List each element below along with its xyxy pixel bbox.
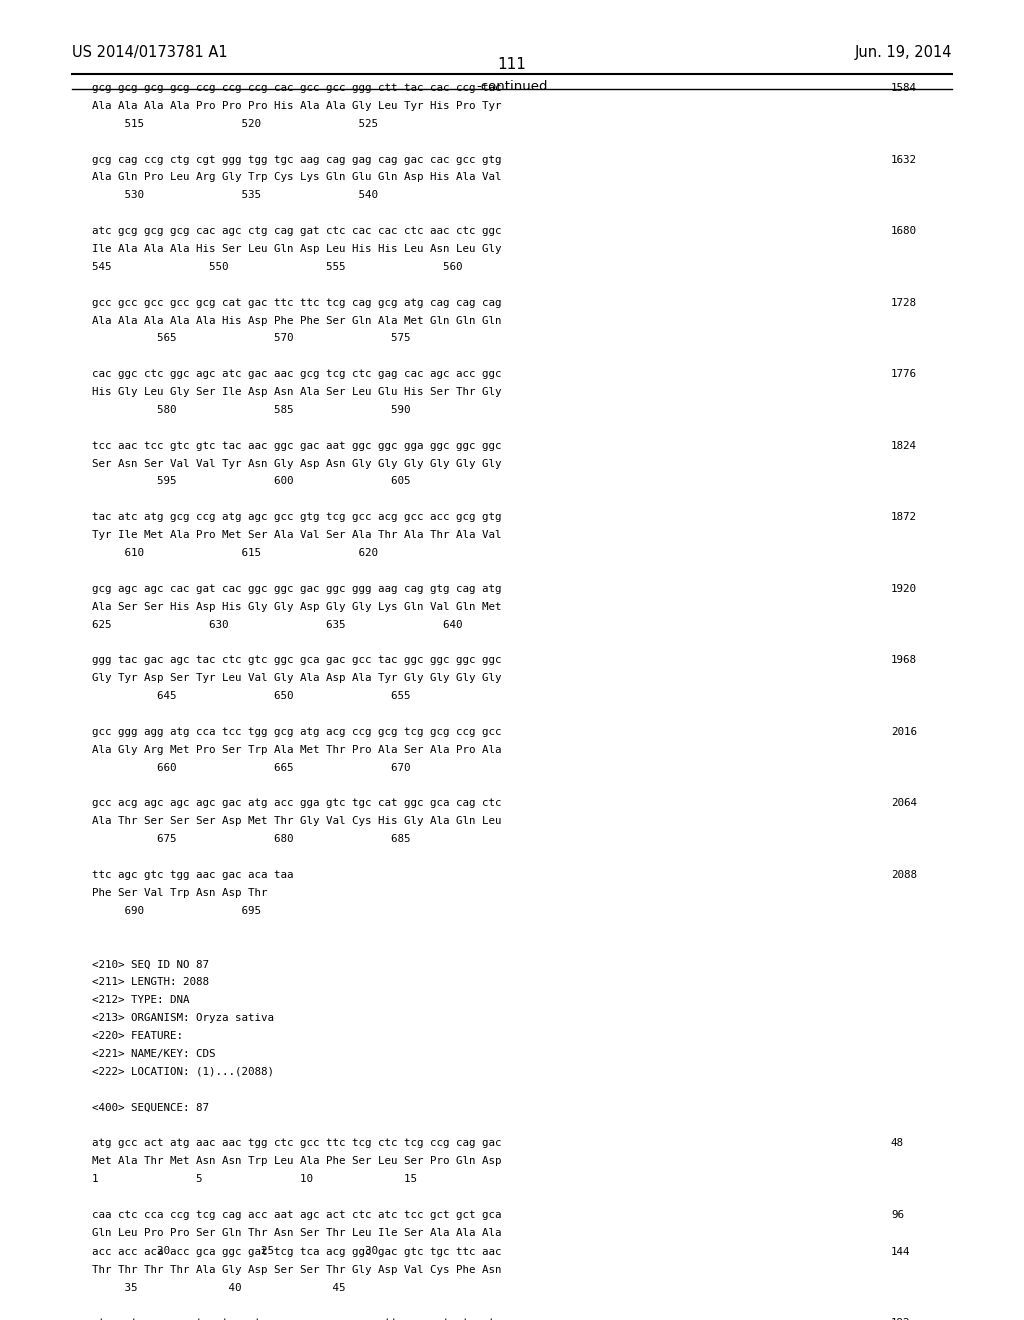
- Text: Jun. 19, 2014: Jun. 19, 2014: [855, 45, 952, 59]
- Text: 2088: 2088: [891, 870, 916, 880]
- Text: <213> ORGANISM: Oryza sativa: <213> ORGANISM: Oryza sativa: [92, 1012, 274, 1023]
- Text: 1824: 1824: [891, 441, 916, 450]
- Text: atc cct caa gac tgg tcc atg cgc gga agc gag ctt agc gct ctc gtc: atc cct caa gac tgg tcc atg cgc gga agc …: [92, 1319, 502, 1320]
- Text: 545               550               555               560: 545 550 555 560: [92, 261, 463, 272]
- Text: 565               570               575: 565 570 575: [92, 334, 411, 343]
- Text: Phe Ser Val Trp Asn Asp Thr: Phe Ser Val Trp Asn Asp Thr: [92, 888, 267, 898]
- Text: Ala Gly Arg Met Pro Ser Trp Ala Met Thr Pro Ala Ser Ala Pro Ala: Ala Gly Arg Met Pro Ser Trp Ala Met Thr …: [92, 744, 502, 755]
- Text: Gln Leu Pro Pro Ser Gln Thr Asn Ser Thr Leu Ile Ser Ala Ala Ala: Gln Leu Pro Pro Ser Gln Thr Asn Ser Thr …: [92, 1228, 502, 1238]
- Text: 96: 96: [891, 1209, 904, 1220]
- Text: gcc ggg agg atg cca tcc tgg gcg atg acg ccg gcg tcg gcg ccg gcc: gcc ggg agg atg cca tcc tgg gcg atg acg …: [92, 727, 502, 737]
- Text: 660               665               670: 660 665 670: [92, 763, 411, 772]
- Text: caa ctc cca ccg tcg cag acc aat agc act ctc atc tcc gct gct gca: caa ctc cca ccg tcg cag acc aat agc act …: [92, 1209, 502, 1220]
- Text: 580               585               590: 580 585 590: [92, 405, 411, 414]
- Text: Ala Ala Ala Ala Pro Pro Pro His Ala Ala Gly Leu Tyr His Pro Tyr: Ala Ala Ala Ala Pro Pro Pro His Ala Ala …: [92, 100, 502, 111]
- Text: Ala Gln Pro Leu Arg Gly Trp Cys Lys Gln Glu Gln Asp His Ala Val: Ala Gln Pro Leu Arg Gly Trp Cys Lys Gln …: [92, 173, 502, 182]
- Text: 1               5               10              15: 1 5 10 15: [92, 1173, 417, 1184]
- Text: gcg agc agc cac gat cac ggc ggc gac ggc ggg aag cag gtg cag atg: gcg agc agc cac gat cac ggc ggc gac ggc …: [92, 583, 502, 594]
- Text: 530               535               540: 530 535 540: [92, 190, 378, 201]
- Text: tac atc atg gcg ccg atg agc gcc gtg tcg gcc acg gcc acc gcg gtg: tac atc atg gcg ccg atg agc gcc gtg tcg …: [92, 512, 502, 523]
- Text: 20              25              30: 20 25 30: [92, 1246, 378, 1255]
- Text: <222> LOCATION: (1)...(2088): <222> LOCATION: (1)...(2088): [92, 1067, 274, 1077]
- Text: 645               650               655: 645 650 655: [92, 692, 411, 701]
- Text: 1728: 1728: [891, 297, 916, 308]
- Text: <221> NAME/KEY: CDS: <221> NAME/KEY: CDS: [92, 1049, 216, 1059]
- Text: 690               695: 690 695: [92, 906, 261, 916]
- Text: 1632: 1632: [891, 154, 916, 165]
- Text: atc gcg gcg gcg cac agc ctg cag gat ctc cac cac ctc aac ctc ggc: atc gcg gcg gcg cac agc ctg cag gat ctc …: [92, 226, 502, 236]
- Text: US 2014/0173781 A1: US 2014/0173781 A1: [72, 45, 227, 59]
- Text: ggg tac gac agc tac ctc gtc ggc gca gac gcc tac ggc ggc ggc ggc: ggg tac gac agc tac ctc gtc ggc gca gac …: [92, 655, 502, 665]
- Text: 1872: 1872: [891, 512, 916, 523]
- Text: 48: 48: [891, 1138, 904, 1148]
- Text: <212> TYPE: DNA: <212> TYPE: DNA: [92, 995, 189, 1005]
- Text: 675               680               685: 675 680 685: [92, 834, 411, 845]
- Text: -continued: -continued: [476, 81, 548, 94]
- Text: atg gcc act atg aac aac tgg ctc gcc ttc tcg ctc tcg ccg cag gac: atg gcc act atg aac aac tgg ctc gcc ttc …: [92, 1138, 502, 1148]
- Text: 625               630               635               640: 625 630 635 640: [92, 619, 463, 630]
- Text: 1680: 1680: [891, 226, 916, 236]
- Text: Gly Tyr Asp Ser Tyr Leu Val Gly Ala Asp Ala Tyr Gly Gly Gly Gly: Gly Tyr Asp Ser Tyr Leu Val Gly Ala Asp …: [92, 673, 502, 684]
- Text: 515               520               525: 515 520 525: [92, 119, 378, 129]
- Text: 111: 111: [498, 58, 526, 73]
- Text: gcc gcc gcc gcc gcg cat gac ttc ttc tcg cag gcg atg cag cag cag: gcc gcc gcc gcc gcg cat gac ttc ttc tcg …: [92, 297, 502, 308]
- Text: Met Ala Thr Met Asn Asn Trp Leu Ala Phe Ser Leu Ser Pro Gln Asp: Met Ala Thr Met Asn Asn Trp Leu Ala Phe …: [92, 1156, 502, 1166]
- Text: ttc agc gtc tgg aac gac aca taa: ttc agc gtc tgg aac gac aca taa: [92, 870, 294, 880]
- Text: gcg cag ccg ctg cgt ggg tgg tgc aag cag gag cag gac cac gcc gtg: gcg cag ccg ctg cgt ggg tgg tgc aag cag …: [92, 154, 502, 165]
- Text: <400> SEQUENCE: 87: <400> SEQUENCE: 87: [92, 1102, 209, 1113]
- Text: <220> FEATURE:: <220> FEATURE:: [92, 1031, 183, 1041]
- Text: <211> LENGTH: 2088: <211> LENGTH: 2088: [92, 977, 209, 987]
- Text: gcg gcg gcg gcg ccg ccg ccg cac gcc gcc ggg ctt tac cac ccg tac: gcg gcg gcg gcg ccg ccg ccg cac gcc gcc …: [92, 83, 502, 92]
- Text: 144: 144: [891, 1247, 910, 1257]
- Text: Ala Ser Ser His Asp His Gly Gly Asp Gly Gly Lys Gln Val Gln Met: Ala Ser Ser His Asp His Gly Gly Asp Gly …: [92, 602, 502, 611]
- Text: Thr Thr Thr Thr Ala Gly Asp Ser Ser Thr Gly Asp Val Cys Phe Asn: Thr Thr Thr Thr Ala Gly Asp Ser Ser Thr …: [92, 1265, 502, 1275]
- Text: 35              40              45: 35 40 45: [92, 1283, 346, 1292]
- Text: Ile Ala Ala Ala His Ser Leu Gln Asp Leu His His Leu Asn Leu Gly: Ile Ala Ala Ala His Ser Leu Gln Asp Leu …: [92, 244, 502, 253]
- Text: tcc aac tcc gtc gtc tac aac ggc gac aat ggc ggc gga ggc ggc ggc: tcc aac tcc gtc gtc tac aac ggc gac aat …: [92, 441, 502, 450]
- Text: 610               615               620: 610 615 620: [92, 548, 378, 558]
- Text: 1920: 1920: [891, 583, 916, 594]
- Text: Tyr Ile Met Ala Pro Met Ser Ala Val Ser Ala Thr Ala Thr Ala Val: Tyr Ile Met Ala Pro Met Ser Ala Val Ser …: [92, 531, 502, 540]
- Text: <210> SEQ ID NO 87: <210> SEQ ID NO 87: [92, 960, 209, 969]
- Text: 2016: 2016: [891, 727, 916, 737]
- Text: 1584: 1584: [891, 83, 916, 92]
- Text: 2064: 2064: [891, 799, 916, 808]
- Text: His Gly Leu Gly Ser Ile Asp Asn Ala Ser Leu Glu His Ser Thr Gly: His Gly Leu Gly Ser Ile Asp Asn Ala Ser …: [92, 387, 502, 397]
- Text: 1776: 1776: [891, 370, 916, 379]
- Text: acc acc aca acc gca ggc gat tcg tca acg ggc gac gtc tgc ttc aac: acc acc aca acc gca ggc gat tcg tca acg …: [92, 1247, 502, 1257]
- Text: 595               600               605: 595 600 605: [92, 477, 411, 487]
- Text: gcc acg agc agc agc gac atg acc gga gtc tgc cat ggc gca cag ctc: gcc acg agc agc agc gac atg acc gga gtc …: [92, 799, 502, 808]
- Text: 192: 192: [891, 1319, 910, 1320]
- Text: cac ggc ctc ggc agc atc gac aac gcg tcg ctc gag cac agc acc ggc: cac ggc ctc ggc agc atc gac aac gcg tcg …: [92, 370, 502, 379]
- Text: Ser Asn Ser Val Val Tyr Asn Gly Asp Asn Gly Gly Gly Gly Gly Gly: Ser Asn Ser Val Val Tyr Asn Gly Asp Asn …: [92, 458, 502, 469]
- Text: Ala Ala Ala Ala Ala His Asp Phe Phe Ser Gln Ala Met Gln Gln Gln: Ala Ala Ala Ala Ala His Asp Phe Phe Ser …: [92, 315, 502, 326]
- Text: Ala Thr Ser Ser Ser Asp Met Thr Gly Val Cys His Gly Ala Gln Leu: Ala Thr Ser Ser Ser Asp Met Thr Gly Val …: [92, 816, 502, 826]
- Text: 1968: 1968: [891, 655, 916, 665]
